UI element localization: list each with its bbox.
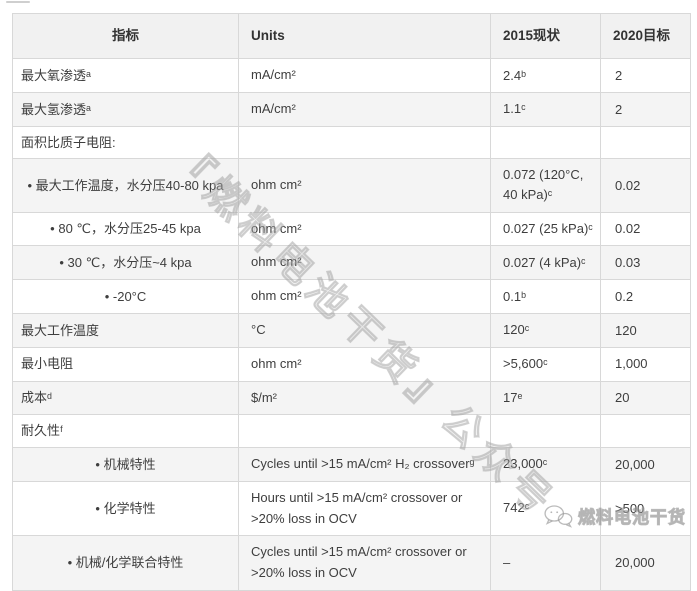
table-row: • 机械特性 Cycles until >15 mA/cm² H₂ crosso… <box>12 446 691 482</box>
cell-2015-status: 0.027 (4 kPa)ᶜ <box>490 245 601 281</box>
article-page: { "table": { "columns": [ { "label": "指标… <box>6 1 691 591</box>
cell-units <box>238 125 491 160</box>
cell-2015-status: 120ᶜ <box>490 313 601 348</box>
table-row: 耐久性ᶠ <box>12 414 691 448</box>
table-row: 最大氢渗透ᵃ mA/cm² 1.1ᶜ 2 <box>12 92 691 127</box>
table-row: 成本ᵈ $/m² 17ᵉ 20 <box>12 380 691 416</box>
cell-2020-target: 2 <box>600 58 691 94</box>
cell-indicator: • 机械特性 <box>12 446 239 482</box>
cell-indicator: 最大工作温度 <box>12 313 239 348</box>
cell-2015-status: >5,600ᶜ <box>490 346 601 382</box>
column-header-2020-target: 2020目标 <box>600 12 691 60</box>
cell-2015-status: 0.072 (120°C, 40 kPa)ᶜ <box>490 158 601 213</box>
cell-2015-status: 2.4ᵇ <box>490 58 601 94</box>
cell-2020-target: 2 <box>600 92 691 127</box>
table-row: 最小电阻 ohm cm² >5,600ᶜ 1,000 <box>12 346 691 382</box>
table-row: • 80 ℃，水分压25-45 kpa ohm cm² 0.027 (25 kP… <box>12 211 691 247</box>
cell-indicator: 面积比质子电阻: <box>12 125 239 160</box>
cell-2015-status: 23,000ᶜ <box>490 446 601 482</box>
cell-indicator: • 30 ℃，水分压~4 kpa <box>12 245 239 281</box>
cell-2020-target: 0.2 <box>600 279 691 315</box>
cell-2015-status: – <box>490 535 601 591</box>
cell-units: °C <box>238 313 491 348</box>
cell-units: ohm cm² <box>238 245 491 281</box>
cell-2020-target: 20,000 <box>600 446 691 482</box>
cell-units: Cycles until >15 mA/cm² H₂ crossoverᵍ <box>238 446 491 482</box>
cell-indicator: 成本ᵈ <box>12 380 239 416</box>
cell-2020-target: 20,000 <box>600 535 691 591</box>
cell-indicator: • 最大工作温度，水分压40-80 kpa <box>12 158 239 213</box>
cell-2015-status: 1.1ᶜ <box>490 92 601 127</box>
cell-units: Cycles until >15 mA/cm² crossover or >20… <box>238 535 491 591</box>
cell-2020-target: 0.02 <box>600 158 691 213</box>
cell-2020-target: 20 <box>600 380 691 416</box>
cell-units: ohm cm² <box>238 346 491 382</box>
cell-units: Hours until >15 mA/cm² crossover or >20%… <box>238 480 491 537</box>
cell-indicator: 耐久性ᶠ <box>12 414 239 448</box>
membrane-spec-table: 指标 Units 2015现状 2020目标 最大氧渗透ᵃ mA/cm² 2.4… <box>12 12 691 591</box>
cell-indicator: • 化学特性 <box>12 480 239 537</box>
cell-units: ohm cm² <box>238 211 491 247</box>
cell-units: mA/cm² <box>238 58 491 94</box>
cell-units: ohm cm² <box>238 279 491 315</box>
table-row: 最大工作温度 °C 120ᶜ 120 <box>12 313 691 348</box>
cell-2015-status <box>490 414 601 448</box>
table-row: 面积比质子电阻: <box>12 125 691 160</box>
cell-2015-status: 0.027 (25 kPa)ᶜ <box>490 211 601 247</box>
cell-indicator: 最大氧渗透ᵃ <box>12 58 239 94</box>
column-header-2015-status: 2015现状 <box>490 12 601 60</box>
table-row: • 30 ℃，水分压~4 kpa ohm cm² 0.027 (4 kPa)ᶜ … <box>12 245 691 281</box>
cell-2015-status: 0.1ᵇ <box>490 279 601 315</box>
table-row: • 机械/化学联合特性 Cycles until >15 mA/cm² cros… <box>12 535 691 591</box>
cell-2015-status <box>490 125 601 160</box>
cell-2020-target <box>600 125 691 160</box>
cell-units: $/m² <box>238 380 491 416</box>
cell-indicator: 最小电阻 <box>12 346 239 382</box>
table-row: • 化学特性 Hours until >15 mA/cm² crossover … <box>12 480 691 537</box>
cell-units: ohm cm² <box>238 158 491 213</box>
column-header-indicator: 指标 <box>12 12 239 60</box>
header-row: 指标 Units 2015现状 2020目标 <box>12 12 691 60</box>
cell-2015-status: 742ᶜ <box>490 480 601 537</box>
cell-2020-target: >500 <box>600 480 691 537</box>
cell-2015-status: 17ᵉ <box>490 380 601 416</box>
cell-2020-target: 120 <box>600 313 691 348</box>
table-row: • -20°C ohm cm² 0.1ᵇ 0.2 <box>12 279 691 315</box>
cell-2020-target: 1,000 <box>600 346 691 382</box>
cell-units: mA/cm² <box>238 92 491 127</box>
cell-2020-target: 0.03 <box>600 245 691 281</box>
table-row: • 最大工作温度，水分压40-80 kpa ohm cm² 0.072 (120… <box>12 158 691 213</box>
cell-indicator: • 机械/化学联合特性 <box>12 535 239 591</box>
crop-artifact-line <box>6 1 30 3</box>
column-header-units: Units <box>238 12 491 60</box>
cell-units <box>238 414 491 448</box>
cell-indicator: • -20°C <box>12 279 239 315</box>
cell-indicator: 最大氢渗透ᵃ <box>12 92 239 127</box>
cell-2020-target: 0.02 <box>600 211 691 247</box>
table-row: 最大氧渗透ᵃ mA/cm² 2.4ᵇ 2 <box>12 58 691 94</box>
cell-2020-target <box>600 414 691 448</box>
cell-indicator: • 80 ℃，水分压25-45 kpa <box>12 211 239 247</box>
